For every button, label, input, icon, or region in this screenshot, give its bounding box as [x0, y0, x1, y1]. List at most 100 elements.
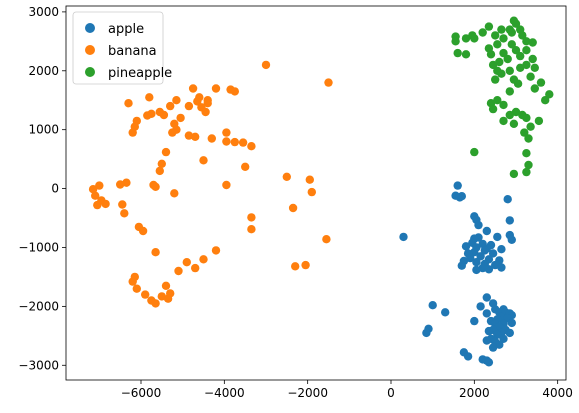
pineapple-point-14	[522, 37, 531, 46]
apple-point-76	[463, 352, 473, 361]
pineapple-point-23	[516, 51, 525, 61]
banana-point-49	[222, 180, 231, 190]
pineapple-point-36	[530, 63, 539, 72]
apple-point-10	[482, 226, 491, 236]
banana-point-63	[322, 235, 331, 244]
legend: apple banana pineapple	[72, 11, 172, 85]
apple-point-36	[472, 265, 481, 275]
series-apple	[399, 181, 516, 367]
banana-point-59	[247, 213, 256, 222]
pineapple-point-59	[520, 128, 529, 137]
apple-point-62	[493, 330, 502, 339]
banana-point-32	[207, 134, 216, 143]
apple-point-66	[482, 336, 491, 345]
x-tick-label-1: −4000	[204, 386, 245, 400]
apple-point-17	[461, 242, 471, 251]
pineapple-point-47	[493, 96, 502, 105]
x-tick-label-4: 2000	[459, 386, 490, 400]
pineapple-point-64	[509, 169, 519, 179]
apple-point-57	[507, 318, 516, 328]
pineapple-point-5	[497, 25, 506, 34]
pineapple-point-37	[497, 69, 506, 78]
banana-point-31	[222, 137, 231, 146]
banana-point-30	[191, 132, 200, 141]
y-tick-label-5: 2000	[28, 64, 59, 78]
banana-point-9	[172, 96, 181, 105]
banana-point-34	[238, 138, 248, 147]
x-axis: −6000 −4000 −2000 0 2000 4000	[121, 380, 573, 400]
banana-point-3	[188, 84, 198, 93]
pineapple-point-34	[505, 66, 514, 76]
series-banana	[88, 60, 333, 308]
axes-frame	[65, 5, 567, 381]
x-tick-label-2: −2000	[287, 386, 328, 400]
legend-box	[72, 11, 164, 85]
legend-label-pineapple: pineapple	[108, 66, 172, 81]
banana-point-78	[157, 292, 166, 301]
banana-point-76	[141, 290, 150, 299]
legend-label-banana: banana	[108, 44, 157, 59]
banana-point-48	[88, 185, 98, 194]
pineapple-point-24	[499, 48, 508, 58]
pineapple-point-41	[536, 78, 546, 87]
apple-point-71	[428, 301, 437, 310]
apple-point-70	[470, 316, 479, 326]
legend-marker-banana	[85, 45, 95, 55]
pineapple-point-42	[513, 79, 523, 88]
banana-point-44	[116, 180, 125, 189]
pineapple-point-50	[488, 104, 498, 114]
apple-point-67	[499, 334, 508, 343]
pineapple-point-8	[518, 31, 527, 40]
banana-point-12	[124, 99, 133, 108]
banana-point-80	[163, 294, 173, 303]
pineapple-point-28	[528, 54, 537, 64]
pineapple-point-22	[522, 46, 531, 55]
pineapple-point-38	[526, 72, 535, 81]
y-tick-label-1: −2000	[18, 299, 59, 313]
pineapple-point-45	[541, 96, 550, 105]
banana-point-11	[203, 99, 212, 108]
apple-point-42	[476, 302, 485, 311]
pineapple-point-46	[545, 90, 554, 99]
pineapple-point-61	[522, 149, 531, 158]
apple-point-26	[476, 252, 485, 261]
apple-point-11	[493, 232, 502, 242]
apple-point-22	[480, 246, 489, 255]
apple-point-38	[484, 265, 494, 274]
y-tick-label-2: −1000	[18, 240, 59, 254]
banana-point-71	[174, 266, 183, 276]
apple-point-31	[472, 258, 481, 267]
banana-point-50	[170, 189, 179, 198]
apple-point-8	[505, 216, 514, 225]
banana-point-54	[101, 199, 110, 209]
banana-point-65	[211, 246, 221, 255]
pineapple-point-4	[484, 22, 494, 31]
legend-label-apple: apple	[108, 22, 144, 37]
banana-point-73	[128, 277, 137, 286]
banana-point-20	[143, 111, 152, 120]
points-layer	[88, 16, 554, 367]
banana-point-37	[199, 156, 208, 165]
banana-point-36	[161, 147, 171, 157]
x-tick-label-5: 4000	[542, 386, 573, 400]
apple-point-47	[482, 309, 491, 318]
pineapple-point-54	[499, 116, 508, 126]
y-tick-label-0: −3000	[18, 358, 59, 372]
pineapple-point-9	[491, 31, 500, 40]
banana-point-68	[191, 263, 200, 273]
x-tick-label-0: −6000	[121, 386, 162, 400]
banana-point-81	[151, 299, 160, 308]
banana-point-55	[93, 200, 102, 210]
apple-point-79	[484, 358, 494, 367]
pineapple-point-1	[511, 19, 521, 28]
pineapple-point-21	[511, 46, 521, 55]
pineapple-point-52	[505, 110, 514, 120]
banana-point-41	[282, 172, 291, 181]
banana-point-38	[157, 159, 166, 168]
apple-point-73	[422, 328, 431, 338]
apple-point-3	[455, 193, 464, 202]
banana-point-27	[168, 128, 177, 137]
pineapple-point-6	[507, 28, 516, 37]
pineapple-point-60	[524, 134, 533, 143]
pineapple-point-7	[478, 28, 487, 37]
